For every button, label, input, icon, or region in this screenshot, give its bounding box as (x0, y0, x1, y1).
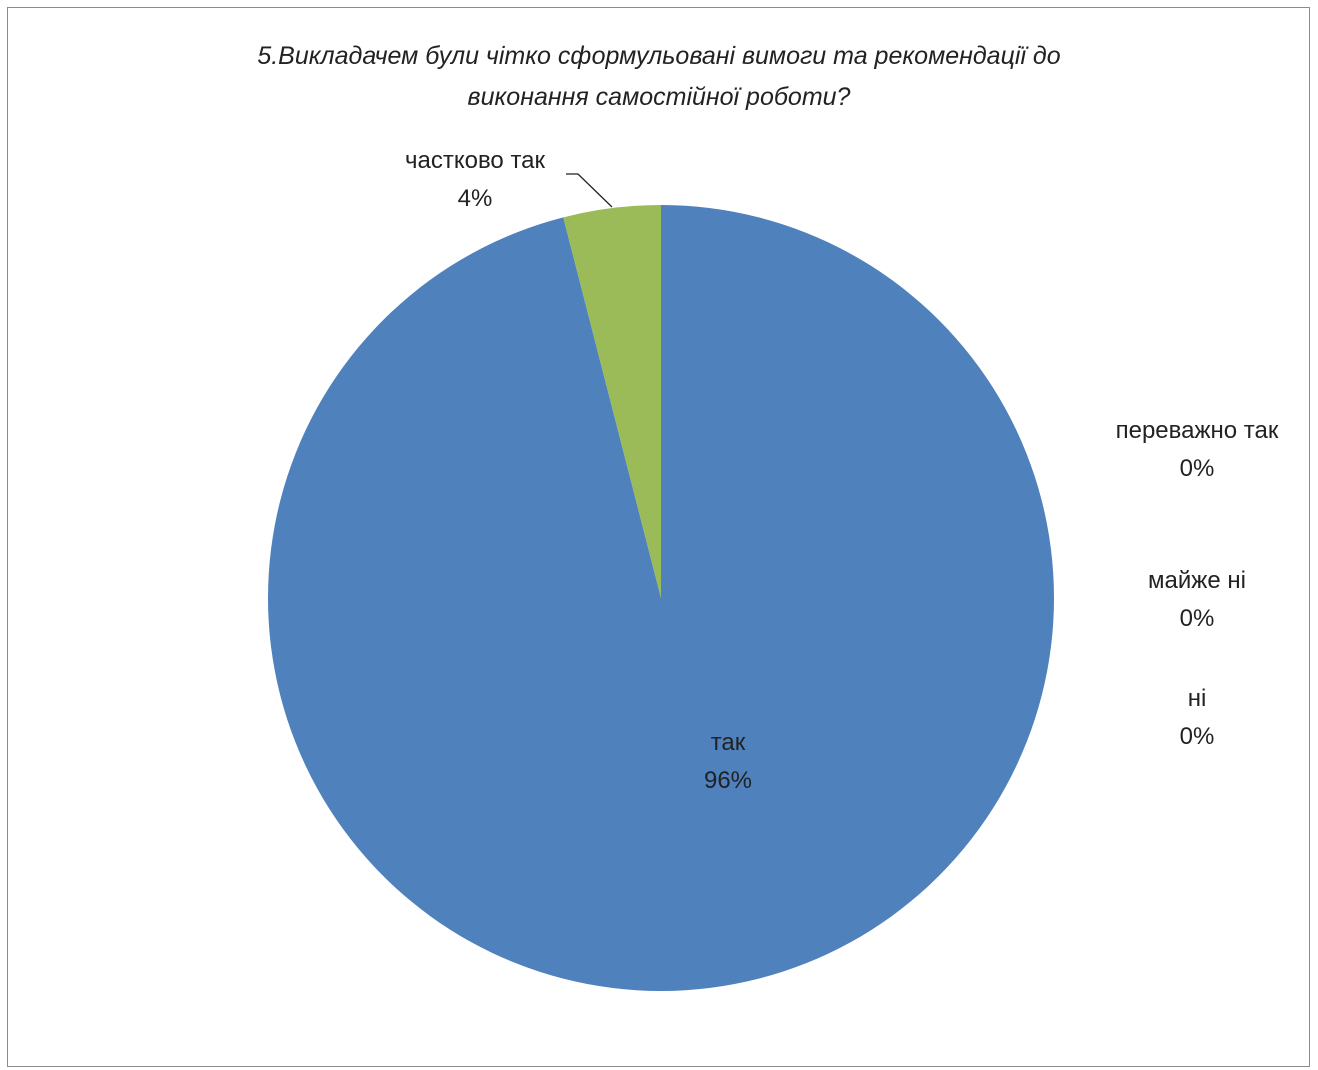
data-label-value-так: 96% (704, 767, 752, 794)
chart-title-line-1: 5.Викладачем були чітко сформульовані ви… (257, 42, 1061, 70)
leader-line (566, 173, 613, 208)
data-label-category-переважно-так: переважно так (1116, 417, 1279, 444)
data-label-category-ні: ні (1188, 685, 1207, 712)
chart-title: 5.Викладачем були чітко сформульовані ви… (0, 36, 1318, 118)
data-label-category-майже-ні: майже ні (1148, 567, 1246, 594)
data-label-category-частково-так: частково так (405, 147, 546, 174)
data-label-value-ні: 0% (1180, 723, 1215, 750)
pie-slice-частково-так (563, 205, 661, 598)
data-label-value-переважно-так: 0% (1180, 455, 1215, 482)
data-label-value-частково-так: 4% (458, 185, 493, 212)
data-label-value-майже-ні: 0% (1180, 605, 1215, 632)
chart-title-line-2: виконання самостійної роботи? (467, 83, 851, 111)
data-label-category-так: так (711, 729, 746, 756)
